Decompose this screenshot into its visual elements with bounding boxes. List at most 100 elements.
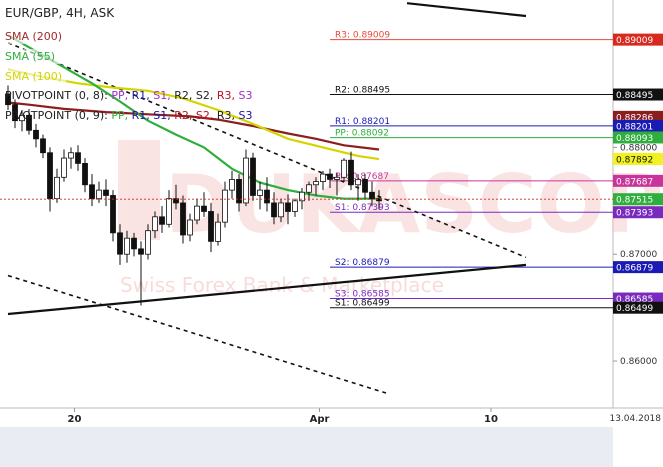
candle-body bbox=[257, 189, 263, 196]
price-tag bbox=[613, 261, 663, 274]
legend-sma-label: SMA (200) bbox=[5, 30, 62, 43]
legend-pivot-part: R2, bbox=[174, 109, 196, 122]
volume-strip bbox=[0, 427, 613, 467]
candle-body bbox=[152, 216, 158, 232]
y-tick-label: 0.88000 bbox=[620, 143, 657, 153]
candle-body bbox=[82, 163, 88, 186]
trendline bbox=[7, 274, 387, 394]
x-tick-label: 10 bbox=[484, 414, 498, 425]
candle-body bbox=[5, 93, 11, 106]
candle-body bbox=[376, 198, 382, 202]
candle-body bbox=[327, 173, 333, 180]
legend-pivot-row: PIVOTPOINT (0, 8): PP, R1, S1, R2, S2, R… bbox=[5, 89, 252, 102]
pivot-level-label: PP: 0.88092 bbox=[335, 129, 389, 139]
candle-body bbox=[180, 202, 186, 236]
price-tag bbox=[613, 131, 663, 144]
price-tag-label: 0.87892 bbox=[616, 155, 653, 165]
candle-body bbox=[89, 184, 95, 200]
legend-sma-label: SMA (100) bbox=[5, 70, 62, 83]
indicator-legend: EUR/GBP, 4H, ASK SMA (200) SMA (55) SMA (1… bbox=[2, 6, 252, 122]
price-tag-label: 0.86499 bbox=[616, 304, 653, 314]
price-tag-label: 0.89009 bbox=[616, 36, 653, 46]
candle-body bbox=[47, 152, 53, 200]
price-tag bbox=[613, 206, 663, 219]
legend-pivot-part: S3 bbox=[239, 89, 253, 102]
legend-pivot-row: PIVOTPOINT (0, 9): PP, R1, S1, R2, S2, R… bbox=[5, 109, 252, 122]
candle-body bbox=[40, 138, 46, 154]
sma-line bbox=[7, 68, 380, 161]
legend-pivot-part: S1, bbox=[153, 109, 174, 122]
chart-title: EUR/GBP, 4H, ASK bbox=[5, 6, 115, 20]
pivot-level-label: S2: 0.86879 bbox=[335, 258, 390, 268]
candle-body bbox=[96, 189, 102, 200]
price-tag bbox=[613, 301, 663, 314]
price-tag bbox=[613, 152, 663, 165]
candle-body bbox=[348, 159, 354, 186]
pivot-level-label: S3: 0.86585 bbox=[335, 290, 390, 300]
candle-body bbox=[355, 179, 361, 186]
candle-body bbox=[166, 198, 172, 225]
price-tag bbox=[613, 174, 663, 187]
candle-body bbox=[138, 248, 144, 255]
candle-body bbox=[236, 179, 242, 204]
candle-body bbox=[215, 221, 221, 242]
legend-pivot-part: PP, bbox=[111, 89, 131, 102]
x-axis-ticks: 20 Apr 10 bbox=[68, 408, 498, 425]
legend-pivot-part: R3, bbox=[217, 89, 239, 102]
candle-body bbox=[61, 157, 67, 178]
candle-body bbox=[250, 157, 256, 196]
y-tick-label: 0.87000 bbox=[620, 250, 657, 260]
legend-background bbox=[2, 29, 66, 44]
price-tag-label: 0.88201 bbox=[616, 122, 653, 132]
candle-body bbox=[68, 152, 74, 159]
price-tag bbox=[613, 88, 663, 101]
sma-line bbox=[7, 34, 379, 200]
candle-body bbox=[313, 181, 319, 186]
price-tag-label: 0.87515 bbox=[616, 196, 653, 206]
candle-body bbox=[194, 205, 200, 221]
legend-pivot-part: S2, bbox=[196, 109, 217, 122]
candle-body bbox=[278, 202, 284, 218]
x-tick-label: 20 bbox=[68, 414, 82, 425]
legend-sma-label: SMA (55) bbox=[5, 50, 55, 63]
y-tick-label: 0.86000 bbox=[620, 357, 657, 367]
y-axis-ticks: 0.88000 0.87000 0.86000 bbox=[613, 143, 657, 367]
pivot-level-label: R3: 0.89009 bbox=[335, 31, 390, 41]
price-tag-label: 0.87393 bbox=[616, 209, 653, 219]
legend-pivot-part: R1, bbox=[132, 109, 154, 122]
candle-body bbox=[292, 200, 298, 212]
legend-pivot-prefix: PIVOTPOINT (0, 9): bbox=[5, 109, 111, 122]
trendline bbox=[7, 263, 527, 316]
candle-body bbox=[26, 114, 32, 131]
candle-body bbox=[264, 189, 270, 204]
legend-background bbox=[2, 49, 66, 64]
candle-body bbox=[145, 230, 151, 255]
candle-body bbox=[75, 152, 81, 164]
price-tag bbox=[613, 193, 663, 206]
price-tag-label: 0.86585 bbox=[616, 295, 653, 305]
pivot-level-label: S1: 0.86499 bbox=[335, 299, 390, 309]
sma-line bbox=[7, 101, 380, 151]
price-tag bbox=[613, 110, 663, 123]
candle-body bbox=[208, 211, 214, 242]
legend-pivot-part: S3 bbox=[239, 109, 253, 122]
trendline bbox=[7, 41, 527, 259]
trendline bbox=[406, 2, 527, 18]
candle-body bbox=[54, 176, 60, 200]
price-tag-label: 0.88286 bbox=[616, 113, 653, 123]
candle-body bbox=[334, 176, 340, 180]
candle-body bbox=[362, 179, 368, 193]
candle-body bbox=[187, 219, 193, 236]
candle-body bbox=[131, 237, 137, 250]
candle-body bbox=[320, 173, 326, 182]
candle-body bbox=[369, 191, 375, 200]
pivot-level-label: R1: 0.88201 bbox=[335, 117, 390, 127]
pivot-level-label: S1: 0.87393 bbox=[335, 203, 390, 213]
legend-pivot-part: R3, bbox=[217, 109, 239, 122]
price-tag bbox=[613, 33, 663, 46]
price-tag-label: 0.88495 bbox=[616, 91, 653, 101]
candle-body bbox=[117, 232, 123, 255]
legend-pivot-part: S2, bbox=[196, 89, 217, 102]
